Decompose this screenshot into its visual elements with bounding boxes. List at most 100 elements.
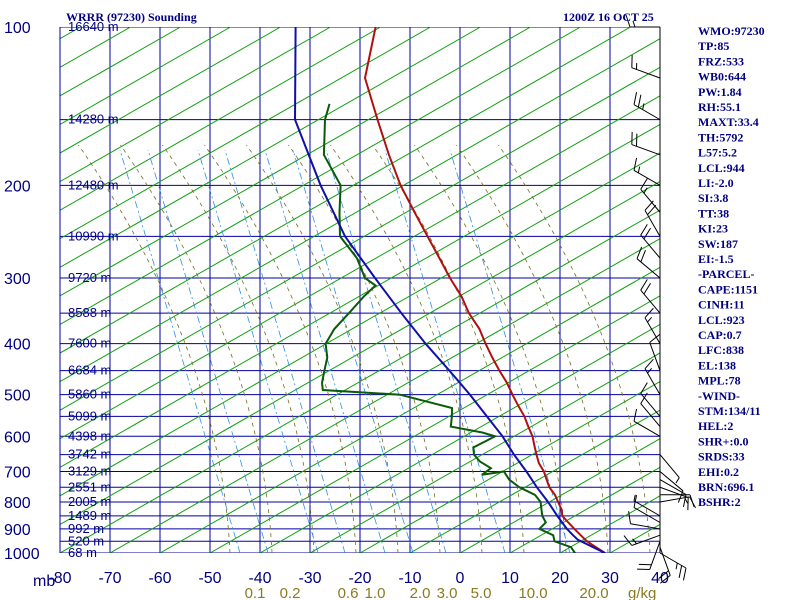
height-label: 6684 m bbox=[68, 363, 111, 378]
wind-barb-flag bbox=[682, 567, 687, 581]
index-value: PW:1.84 bbox=[698, 85, 742, 99]
index-value: BRN:696.1 bbox=[698, 480, 754, 494]
wind-barb-half-flag bbox=[675, 562, 678, 570]
index-value: SW:187 bbox=[698, 237, 738, 251]
index-value: KI:23 bbox=[698, 222, 728, 236]
temperature-tick-label: -80 bbox=[48, 570, 71, 587]
wind-barb bbox=[633, 157, 661, 186]
temperature-profile-line bbox=[363, 27, 606, 553]
height-label: 1489 m bbox=[68, 508, 111, 523]
dry-adiabat-line bbox=[60, 209, 660, 553]
index-value: BSHR:2 bbox=[698, 495, 741, 509]
index-value: CAP:0.7 bbox=[698, 328, 742, 342]
pressure-tick-label: 700 bbox=[4, 465, 31, 482]
wind-barb bbox=[644, 200, 661, 237]
temperature-tick-label: 10 bbox=[501, 570, 519, 587]
index-value: -PARCEL- bbox=[698, 267, 754, 281]
pressure-tick-label: 600 bbox=[4, 429, 31, 446]
wind-barb bbox=[631, 55, 661, 79]
temperature-tick-label: -40 bbox=[248, 570, 271, 587]
mixing-ratio-line bbox=[292, 149, 414, 553]
index-value: LFC:838 bbox=[698, 343, 744, 357]
wind-barb bbox=[633, 92, 661, 121]
wind-barb bbox=[631, 131, 661, 156]
wind-barb-staff bbox=[631, 534, 661, 546]
wind-barb-staff bbox=[659, 471, 684, 492]
temperature-tick-label: -60 bbox=[148, 570, 171, 587]
height-label: 9720 m bbox=[68, 270, 111, 285]
temperature-tick-label: -50 bbox=[198, 570, 221, 587]
wind-barb-flag bbox=[633, 92, 638, 105]
dry-adiabat-line bbox=[60, 27, 231, 126]
wind-barb-flag bbox=[623, 535, 633, 546]
wind-barb-staff bbox=[659, 547, 671, 576]
wind-barb-flag bbox=[677, 490, 684, 503]
height-label: 10990 m bbox=[68, 228, 119, 243]
wind-barb bbox=[659, 486, 689, 511]
height-label: 16640 m bbox=[68, 19, 119, 34]
index-value: LI:-2.0 bbox=[698, 176, 734, 190]
wind-barb-flag bbox=[628, 511, 631, 524]
pressure-tick-label: 500 bbox=[4, 388, 31, 405]
index-value: WMO:97230 bbox=[698, 24, 765, 38]
wind-barb-flag bbox=[678, 565, 683, 578]
wind-barb-staff bbox=[659, 454, 680, 478]
pressure-tick-label: 300 bbox=[4, 271, 31, 288]
wind-barb bbox=[628, 511, 661, 530]
height-label: 3129 m bbox=[68, 464, 111, 479]
dry-adiabat-line bbox=[459, 438, 660, 553]
wind-barb-flag bbox=[649, 334, 660, 343]
wind-barb-flag bbox=[640, 249, 646, 263]
wind-barb-flag bbox=[640, 224, 648, 236]
height-label: 14280 m bbox=[68, 112, 119, 127]
wind-barb bbox=[636, 246, 661, 279]
index-value: TH:5792 bbox=[698, 130, 743, 144]
wind-barb-layer bbox=[623, 14, 697, 584]
height-label: 5099 m bbox=[68, 408, 111, 423]
wind-barb-flag bbox=[660, 575, 671, 584]
wind-barb-staff bbox=[659, 479, 687, 495]
wind-barb-flag bbox=[637, 94, 642, 108]
wind-barb-staff bbox=[640, 403, 661, 427]
wind-barb-flag bbox=[643, 227, 651, 240]
wind-barb-half-flag bbox=[647, 316, 653, 323]
mixing-ratio-line bbox=[224, 149, 346, 553]
dry-adiabat-line bbox=[60, 27, 331, 183]
mixing-ratio-line bbox=[119, 149, 241, 553]
pressure-tick-label: 100 bbox=[4, 20, 31, 37]
index-value: L57:5.2 bbox=[698, 146, 737, 160]
index-value: CAPE:1151 bbox=[698, 282, 758, 296]
dry-adiabat-line bbox=[209, 295, 660, 553]
height-label: 7600 m bbox=[68, 336, 111, 351]
dry-adiabat-line bbox=[60, 95, 660, 440]
dry-adiabat-line bbox=[60, 152, 660, 497]
wind-barb bbox=[637, 541, 661, 570]
wind-barb bbox=[625, 14, 660, 28]
wind-barb bbox=[640, 224, 661, 259]
wind-barb bbox=[659, 454, 680, 484]
dry-adiabat-line bbox=[109, 238, 660, 553]
index-value: STM:134/11 bbox=[698, 404, 761, 418]
dry-adiabat-line bbox=[60, 180, 660, 526]
index-value: EI:-1.5 bbox=[698, 252, 734, 266]
height-label: 992 m bbox=[68, 521, 104, 536]
moist-adiabat-line bbox=[330, 144, 483, 553]
wind-barb bbox=[659, 479, 687, 508]
height-label: 520 m bbox=[68, 533, 104, 548]
dry-adiabat-line bbox=[60, 27, 631, 354]
dry-adiabat-line bbox=[60, 27, 531, 297]
wind-barb bbox=[644, 358, 661, 395]
wind-barb bbox=[659, 496, 697, 509]
wind-barb bbox=[659, 471, 684, 503]
height-label: 2551 m bbox=[68, 479, 111, 494]
index-value: SHR+:0.0 bbox=[698, 434, 749, 448]
dry-adiabat-line bbox=[159, 266, 660, 553]
wind-barb-flag bbox=[640, 392, 648, 404]
wind-barb bbox=[659, 552, 687, 581]
wind-barb bbox=[633, 494, 661, 517]
index-value: WB0:644 bbox=[698, 70, 746, 84]
temperature-tick-label: 0 bbox=[456, 570, 465, 587]
pressure-tick-label: 1000 bbox=[4, 546, 40, 563]
dry-adiabat-line bbox=[309, 352, 660, 553]
